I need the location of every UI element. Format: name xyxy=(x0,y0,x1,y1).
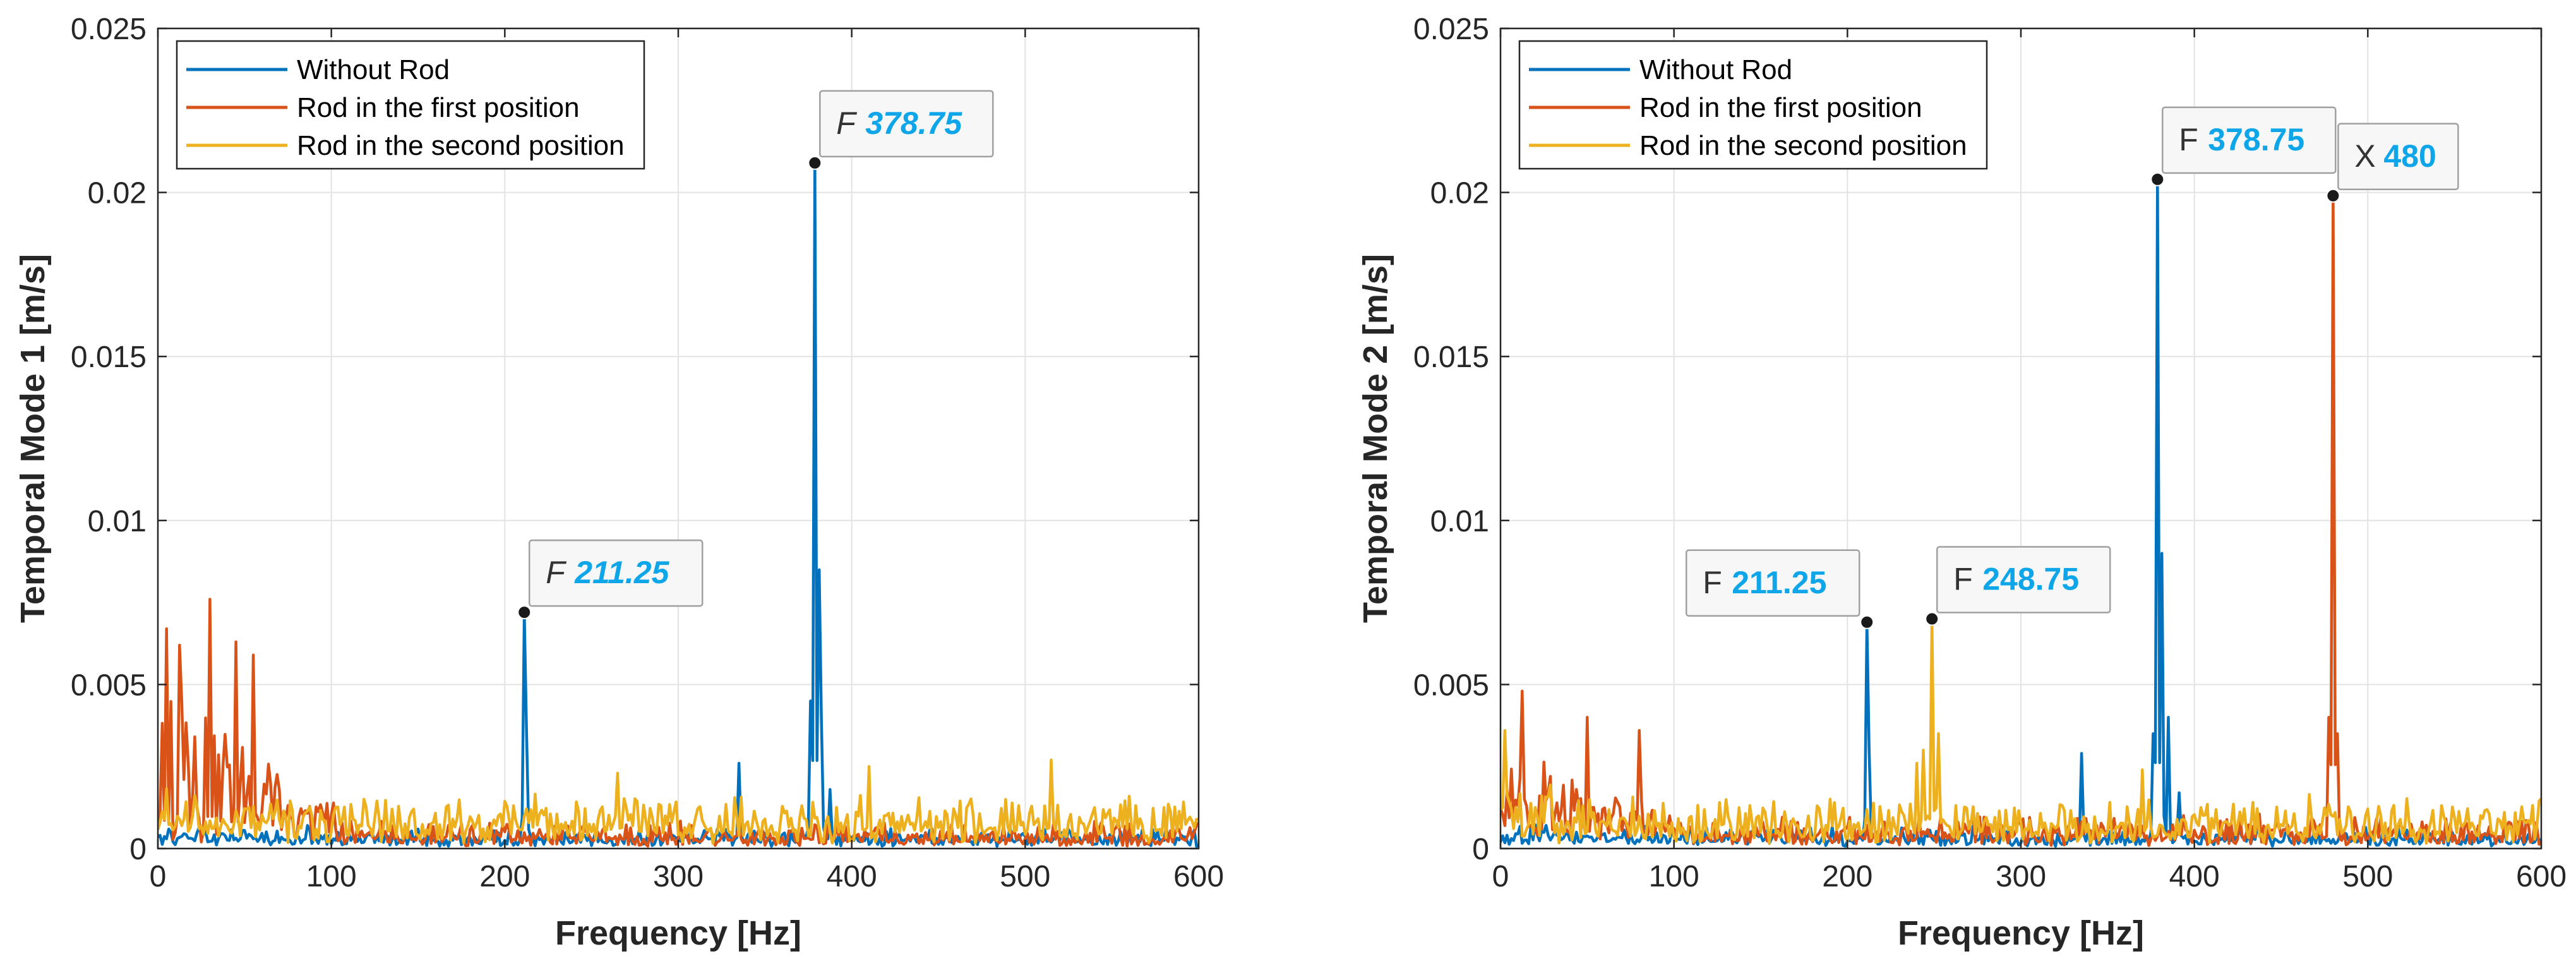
datatip: F 211.25 xyxy=(1685,549,1874,629)
legend-label: Rod in the second position xyxy=(297,130,625,161)
x-tick-label: 100 xyxy=(306,860,357,893)
datatip-box xyxy=(819,90,994,158)
x-axis-label: Frequency [Hz] xyxy=(555,914,801,952)
y-tick-label: 0.02 xyxy=(1430,177,1489,210)
y-tick-label: 0.025 xyxy=(1413,13,1489,46)
y-tick-label: 0.025 xyxy=(71,13,147,46)
datatip-value: 211.25 xyxy=(574,555,669,590)
x-tick-label: 200 xyxy=(479,860,530,893)
x-tick-label: 100 xyxy=(1649,860,1699,893)
datatip-value: 378.75 xyxy=(2208,122,2304,157)
datatip-value: 248.75 xyxy=(1982,562,2079,597)
datatip-box xyxy=(1685,549,1860,617)
x-tick-label: 600 xyxy=(2516,860,2567,893)
legend-label: Rod in the first position xyxy=(297,92,580,123)
datatip-prefix: F xyxy=(1703,565,1722,600)
datatip-marker xyxy=(808,155,822,170)
x-tick-label: 0 xyxy=(150,860,167,893)
x-axis-label: Frequency [Hz] xyxy=(1898,914,2144,952)
datatip-marker xyxy=(1925,612,1939,626)
x-tick-label: 300 xyxy=(1996,860,2046,893)
datatip-marker xyxy=(2326,188,2340,203)
x-tick-label: 400 xyxy=(2169,860,2220,893)
legend-label: Without Rod xyxy=(1639,54,1792,85)
series-rod-in-the-second-position xyxy=(158,758,1199,845)
datatip: F 378.75 xyxy=(2150,106,2337,186)
legend-label: Rod in the second position xyxy=(1639,130,1967,161)
y-axis-label: Temporal Mode 2 [m/s] xyxy=(1357,254,1394,623)
datatip-box xyxy=(528,539,704,607)
chart-temporal-mode-2: 0 100 200 300 400 500 600 0 0.005 0.01 0.015 0.02 0.… xyxy=(1357,13,2567,952)
x-tick-label: 0 xyxy=(1492,860,1509,893)
datatip-prefix: F xyxy=(836,106,857,141)
datatip: F 248.75 xyxy=(1925,546,2111,626)
datatip-box xyxy=(2337,123,2459,191)
y-tick-label: 0.02 xyxy=(88,177,147,210)
x-tick-label: 600 xyxy=(1173,860,1224,893)
datatip: F 211.25 xyxy=(517,539,704,620)
x-tick-label: 300 xyxy=(653,860,704,893)
y-axis-label: Temporal Mode 1 [m/s] xyxy=(14,254,52,623)
chart-temporal-mode-1: 0 100 200 300 400 500 600 0 0.005 0.01 0.015 0.02 0.… xyxy=(14,13,1224,952)
x-tick-label: 400 xyxy=(827,860,877,893)
datatip-prefix: X xyxy=(2354,138,2375,174)
x-tick-label: 500 xyxy=(2342,860,2393,893)
x-tick-label: 200 xyxy=(1822,860,1872,893)
legend-label: Rod in the first position xyxy=(1639,92,1922,123)
datatip-marker xyxy=(2150,172,2165,186)
y-tick-label: 0.015 xyxy=(71,341,147,374)
datatip-value: 378.75 xyxy=(865,106,962,141)
y-tick-label: 0 xyxy=(129,833,147,866)
legend-box xyxy=(176,40,645,170)
legend-label: Without Rod xyxy=(297,54,450,85)
series-rod-in-the-first-position xyxy=(158,598,1199,848)
legend: Without Rod Rod in the first position Rod … xyxy=(1518,40,1988,170)
datatip-box xyxy=(2162,106,2337,174)
datatip: X 480 xyxy=(2326,123,2459,203)
datatip: F 378.75 xyxy=(808,90,994,170)
datatip-value: 211.25 xyxy=(1732,565,1826,600)
y-tick-label: 0 xyxy=(1472,833,1489,866)
x-tick-label: 500 xyxy=(1000,860,1050,893)
datatip-prefix: F xyxy=(1953,562,1973,597)
y-tick-label: 0.01 xyxy=(1430,505,1489,538)
datatip-value: 480 xyxy=(2383,138,2436,174)
y-tick-label: 0.01 xyxy=(88,505,147,538)
datatip-marker xyxy=(1860,615,1874,629)
y-tick-label: 0.005 xyxy=(71,668,147,702)
datatip-marker xyxy=(517,605,532,620)
datatip-prefix: F xyxy=(2179,122,2198,157)
legend: Without Rod Rod in the first position Rod … xyxy=(176,40,645,170)
datatip-prefix: F xyxy=(546,555,566,590)
y-tick-label: 0.005 xyxy=(1413,668,1489,702)
series-rod-in-the-second-position xyxy=(1501,617,2541,845)
y-tick-label: 0.015 xyxy=(1413,341,1489,374)
datatip-box xyxy=(1936,546,2111,613)
legend-box xyxy=(1518,40,1988,170)
